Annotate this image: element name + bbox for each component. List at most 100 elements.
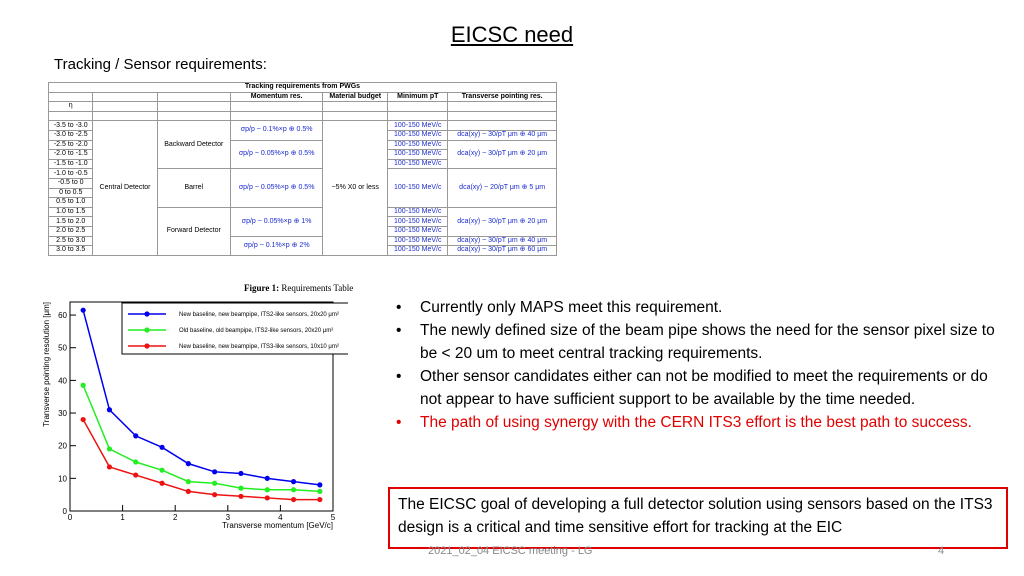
table-cell: 2.5 to 3.0 [47,235,94,247]
caption-label: Figure 1: [244,283,280,293]
data-point [238,470,244,477]
data-point [238,493,244,499]
data-point [106,464,113,470]
table-cell [447,110,557,122]
legend-marker [144,343,150,349]
bullet-list: Currently only MAPS meet this requiremen… [396,296,996,434]
table-cell [92,101,158,112]
table-cell: 1.5 to 2.0 [47,216,94,227]
table-cell: dca(xy) ~ 30/pT μm ⊕ 20 μm [447,206,557,237]
table-cell: 100-150 MeV/c [387,235,449,247]
x-tick-label: 4 [278,513,283,522]
table-cell: -3.5 to -3.0 [47,120,94,131]
table-cell: η [47,101,94,112]
data-point [133,433,139,439]
plot-frame [69,301,334,512]
table-cell: σp/p ~ 0.1%×p ⊕ 0.5% [229,120,324,141]
bullet: The path of using synergy with the CERN … [396,411,996,434]
table-cell: Forward Detector [156,206,232,256]
table-cell: dca(xy) ~ 30/pT μm ⊕ 20 μm [447,139,557,170]
legend-marker [144,327,150,333]
table-cell: -1.5 to -1.0 [47,158,94,170]
table-cell: Tracking requirements from PWGs [48,82,557,93]
table-cell: Minimum pT [387,91,449,103]
data-point [290,496,297,503]
x-axis-label: Transverse momentum [GeV/c] [222,521,333,530]
data-point [106,446,113,452]
data-point [290,487,297,493]
data-point [290,479,297,485]
caption: Figure 1: Requirements Table [244,283,353,293]
table-cell [156,101,232,112]
table-cell [322,101,389,112]
table-cell [322,110,389,122]
table-cell: dca(xy) ~ 20/pT μm ⊕ 5 μm [447,168,557,208]
table-cell: Central Detector [92,120,158,256]
table-cell [47,110,94,122]
table-cell: σp/p ~ 0.05%×p ⊕ 0.5% [229,168,324,208]
data-point [212,480,218,486]
table-cell [447,120,557,131]
data-point [185,479,191,485]
table-cell [156,91,232,103]
callout: The EICSC goal of developing a full dete… [388,487,1008,549]
table-cell: Momentum res. [229,91,324,103]
y-tick-label: 40 [58,376,67,385]
bullet: Currently only MAPS meet this requiremen… [396,296,996,319]
table-cell: -0.5 to 0 [47,177,94,189]
table-cell: 0.5 to 1.0 [47,197,94,208]
table-cell: 2.0 to 2.5 [47,225,94,237]
table-cell: dca(xy) ~ 30/pT μm ⊕ 40 μm [447,129,557,141]
table-cell: 100-150 MeV/c [387,225,449,237]
table-cell: Material budget [322,91,389,103]
data-point [238,485,244,491]
table-cell: 100-150 MeV/c [387,120,449,131]
legend-label: New baseline, new beampipe, ITS2-like se… [179,312,339,318]
page-number: 4 [938,545,945,557]
table-cell [229,101,324,112]
table-cell: Backward Detector [156,120,232,170]
x-tick-label: 2 [173,513,178,522]
x-tick-label: 5 [331,513,336,522]
table-cell: -2.5 to -2.0 [47,139,94,151]
series-line [82,309,320,486]
table-cell: Transverse pointing res. [447,91,557,103]
data-point [185,488,191,495]
y-tick-label: 0 [63,507,68,516]
series-line [82,384,320,493]
requirements-table: Tracking requirements from PWGs Momentum… [47,82,557,256]
table-cell: 100-150 MeV/c [387,129,449,141]
data-point [133,459,139,465]
y-tick-label: 30 [58,409,67,418]
table-cell: 3.0 to 3.5 [47,245,94,256]
y-axis-label: Transverse pointing resolution [μm] [42,302,51,427]
y-tick-label: 10 [58,474,67,483]
data-point [159,480,165,486]
table-cell: 100-150 MeV/c [387,149,449,160]
table-cell: ~5% X0 or less [322,120,389,256]
data-point [185,461,191,467]
table-cell [92,91,158,103]
data-point [159,444,165,450]
legend-marker [144,311,150,317]
footer: 2021_02_04 EICSC meeting - LG [428,545,593,557]
table-cell: dca(xy) ~ 30/pT μm ⊕ 40 μm [447,235,557,247]
data-point [106,407,113,413]
table-cell: σp/p ~ 0.1%×p ⊕ 2% [229,235,324,256]
data-point [317,482,323,488]
table-cell: dca(xy) ~ 30/pT μm ⊕ 60 μm [447,245,557,256]
table-cell [447,101,557,112]
table-cell: 1.0 to 1.5 [47,206,94,218]
data-point [264,475,270,481]
legend-label: Old baseline, old beampipe, ITS2-like se… [179,328,333,334]
data-point [264,487,270,493]
table-cell: Barrel [156,168,232,208]
table-cell: 100-150 MeV/c [387,206,449,218]
x-tick-label: 3 [226,513,231,522]
y-tick-label: 20 [58,442,67,451]
data-point [80,307,86,313]
table-cell: σp/p ~ 0.05%×p ⊕ 1% [229,206,324,237]
table-cell: 0 to 0.5 [47,187,94,199]
